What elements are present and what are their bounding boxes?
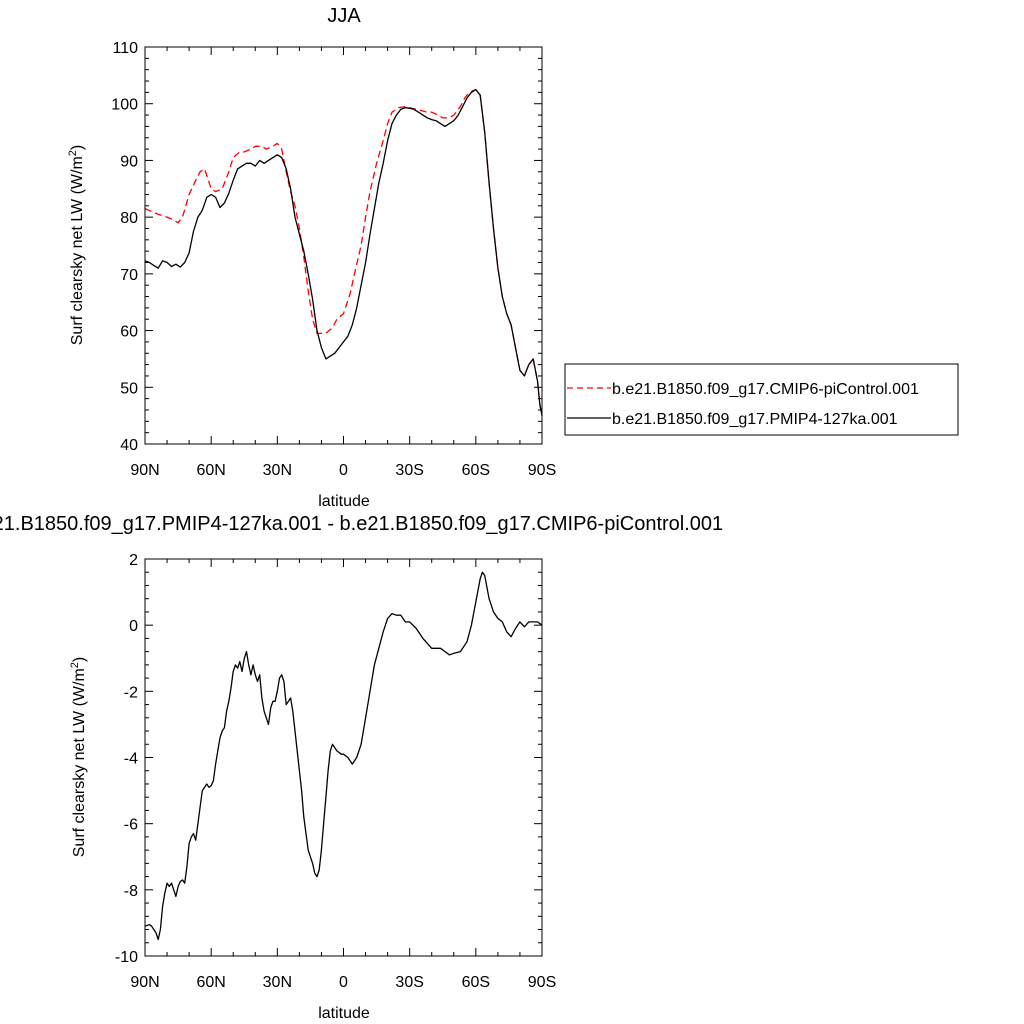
top-x-tick-label-3: 0 bbox=[339, 462, 348, 479]
bottom-panel: b.e21.B1850.f09_g17.PMIP4-127ka.001 - b.… bbox=[0, 513, 723, 1022]
top-y-tick-label-0: 40 bbox=[120, 437, 138, 454]
top-x-tick-label-4: 30S bbox=[395, 462, 423, 479]
bottom-y-tick-label-4: -2 bbox=[124, 684, 138, 701]
bottom-plot-area bbox=[144, 571, 543, 941]
bottom-x-tick-label-1: 60N bbox=[196, 974, 225, 991]
top-x-tick-label-2: 30N bbox=[263, 462, 292, 479]
bottom-x-tick-label-5: 60S bbox=[462, 974, 490, 991]
top-x-tick-label-5: 60S bbox=[462, 462, 490, 479]
top-y-axis-title-main: Surf clearsky net LW (W/m bbox=[69, 156, 86, 345]
top-series-line-1 bbox=[144, 88, 543, 416]
legend-box bbox=[564, 363, 959, 436]
bottom-y-axis-title-sup: 2 bbox=[69, 662, 81, 668]
top-y-tick-label-2: 60 bbox=[120, 324, 138, 341]
bottom-x-tick-label-6: 90S bbox=[528, 974, 556, 991]
bottom-title: b.e21.B1850.f09_g17.PMIP4-127ka.001 - b.… bbox=[0, 513, 723, 535]
top-x-tick-label-0: 90N bbox=[130, 462, 159, 479]
bottom-plot-frame bbox=[144, 558, 543, 957]
top-plot-frame bbox=[144, 46, 543, 445]
top-y-tick-label-6: 100 bbox=[111, 97, 138, 114]
bottom-y-axis-title-close: ) bbox=[71, 657, 88, 662]
legend-label-127ka: b.e21.B1850.f09_g17.PMIP4-127ka.001 bbox=[612, 411, 898, 428]
bottom-x-tick-label-0: 90N bbox=[130, 974, 159, 991]
top-y-tick-label-7: 110 bbox=[112, 40, 138, 57]
top-y-axis-title-sup: 2 bbox=[67, 150, 79, 156]
top-series-line-0 bbox=[144, 88, 543, 416]
top-x-axis-title: latitude bbox=[318, 493, 370, 510]
bottom-x-tick-label-4: 30S bbox=[395, 974, 423, 991]
top-y-tick-label-1: 50 bbox=[120, 380, 138, 397]
top-y-axis-title-close: ) bbox=[69, 145, 86, 150]
bottom-y-axis-title-main: Surf clearsky net LW (W/m bbox=[71, 668, 88, 857]
bottom-y-axis-title: Surf clearsky net LW (W/m2) bbox=[69, 657, 88, 858]
bottom-y-tick-label-6: 2 bbox=[129, 552, 138, 569]
top-y-axis-title: Surf clearsky net LW (W/m2) bbox=[67, 145, 86, 346]
legend: b.e21.B1850.f09_g17.CMIP6-piControl.001 … bbox=[564, 363, 959, 436]
top-y-tick-label-5: 90 bbox=[120, 153, 138, 170]
bottom-y-tick-label-1: -8 bbox=[124, 883, 138, 900]
bottom-x-axis-title: latitude bbox=[318, 1005, 370, 1022]
bottom-y-tick-label-3: -4 bbox=[124, 751, 138, 768]
top-ticks: 90N 60N 30N 0 30S 60S 90S 40 50 60 70 80 90 100 110 bbox=[111, 40, 556, 479]
top-title: JJA bbox=[327, 5, 361, 27]
bottom-x-tick-label-2: 30N bbox=[263, 974, 292, 991]
bottom-ticks: 90N 60N 30N 0 30S 60S 90S -10 -8 -6 -4 -2 0 2 bbox=[115, 552, 556, 991]
top-x-tick-label-6: 90S bbox=[528, 462, 556, 479]
top-y-tick-label-4: 80 bbox=[120, 210, 138, 227]
top-panel: JJA 90N 60N 30N 0 30S 60S 90S 40 50 60 70 80 90 100 11… bbox=[67, 5, 556, 510]
bottom-y-tick-label-2: -6 bbox=[124, 817, 138, 834]
bottom-y-tick-label-0: -10 bbox=[115, 949, 138, 966]
top-y-tick-label-3: 70 bbox=[120, 267, 138, 284]
bottom-x-tick-label-3: 0 bbox=[339, 974, 348, 991]
legend-label-picontrol: b.e21.B1850.f09_g17.CMIP6-piControl.001 bbox=[612, 381, 919, 398]
top-x-tick-label-1: 60N bbox=[196, 462, 225, 479]
bottom-series-line-0 bbox=[144, 571, 543, 941]
top-plot-area bbox=[144, 88, 543, 416]
bottom-y-tick-label-5: 0 bbox=[129, 618, 138, 635]
